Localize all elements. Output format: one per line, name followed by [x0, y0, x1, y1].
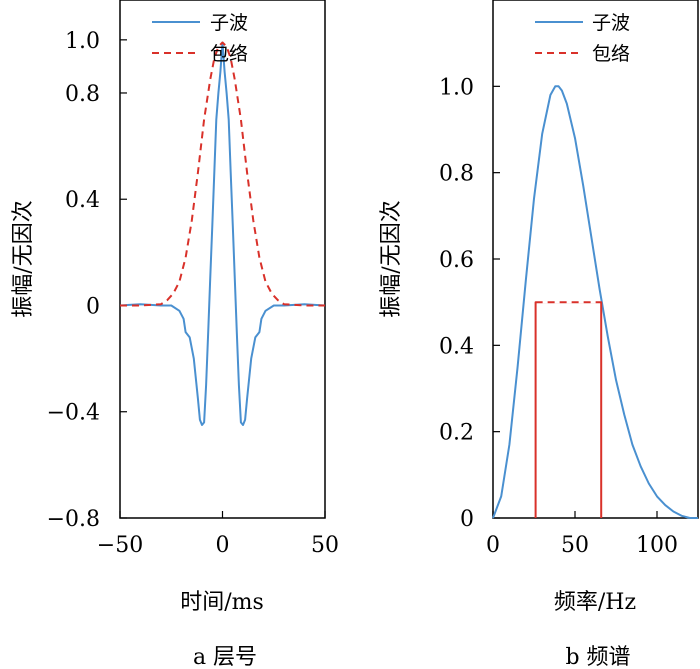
panel-b-caption: b 频谱 — [565, 645, 630, 669]
panel-a-legend-envelope-label: 包络 — [210, 43, 248, 65]
panel-a-y-axis-label: 振幅/无因次 — [11, 200, 36, 317]
panel-a-legend-wavelet-label: 子波 — [210, 12, 248, 34]
panel-a-y-tick-label: 1.0 — [65, 29, 100, 54]
panel-b-y-tick-label: 0.6 — [439, 248, 474, 273]
panel-a-envelope-line — [120, 41, 325, 307]
panel-a-x-tick-label: 0 — [216, 533, 230, 558]
panel-a-plot-frame — [119, 0, 326, 519]
panel-b-y-tick-label: 0.2 — [439, 421, 474, 446]
panel-a-x-tick-label: −50 — [97, 533, 143, 558]
panel-b-x-tick-label: 0 — [486, 533, 500, 558]
panel-b: 0 50 100 0 0.2 0.4 0.6 0.8 1.0 子波 包络 频率/Hz 振幅/无因… — [379, 0, 699, 669]
panel-b-y-tick-label: 0 — [460, 507, 474, 532]
panel-a-x-axis-label: 时间/ms — [180, 590, 264, 615]
panel-a: −50 0 50 −0.8 −0.4 0 0.4 0.8 1.0 子波 包络 时间/ms 振幅/… — [11, 0, 339, 669]
panel-b-y-axis-label: 振幅/无因次 — [379, 200, 404, 317]
panel-a-y-tick-label: −0.4 — [47, 401, 100, 426]
panel-a-caption: a 层号 — [193, 645, 257, 669]
panel-b-x-axis-label: 频率/Hz — [554, 590, 636, 615]
panel-a-wavelet-line — [119, 41, 326, 426]
panel-b-x-tick-label: 100 — [636, 533, 678, 558]
panel-b-y-tick-label: 0.4 — [439, 334, 474, 359]
panel-b-wavelet-line — [492, 85, 698, 519]
panel-b-legend-wavelet-label: 子波 — [592, 12, 630, 34]
panel-b-y-tick-label: 0.8 — [439, 162, 474, 187]
panel-b-envelope-line — [534, 301, 603, 518]
panel-a-y-tick-label: 0.4 — [65, 188, 100, 213]
panel-b-x-tick-label: 50 — [561, 533, 589, 558]
panel-a-legend: 子波 包络 — [152, 12, 248, 65]
panel-a-y-tick-label: 0 — [86, 294, 100, 319]
panel-b-y-tick-label: 1.0 — [439, 75, 474, 100]
panel-b-legend-envelope-label: 包络 — [592, 43, 630, 65]
panel-b-legend: 子波 包络 — [535, 12, 630, 65]
panel-a-y-tick-label: 0.8 — [65, 82, 100, 107]
panel-a-y-tick-label: −0.8 — [47, 507, 100, 532]
panel-a-x-tick-label: 50 — [311, 533, 339, 558]
